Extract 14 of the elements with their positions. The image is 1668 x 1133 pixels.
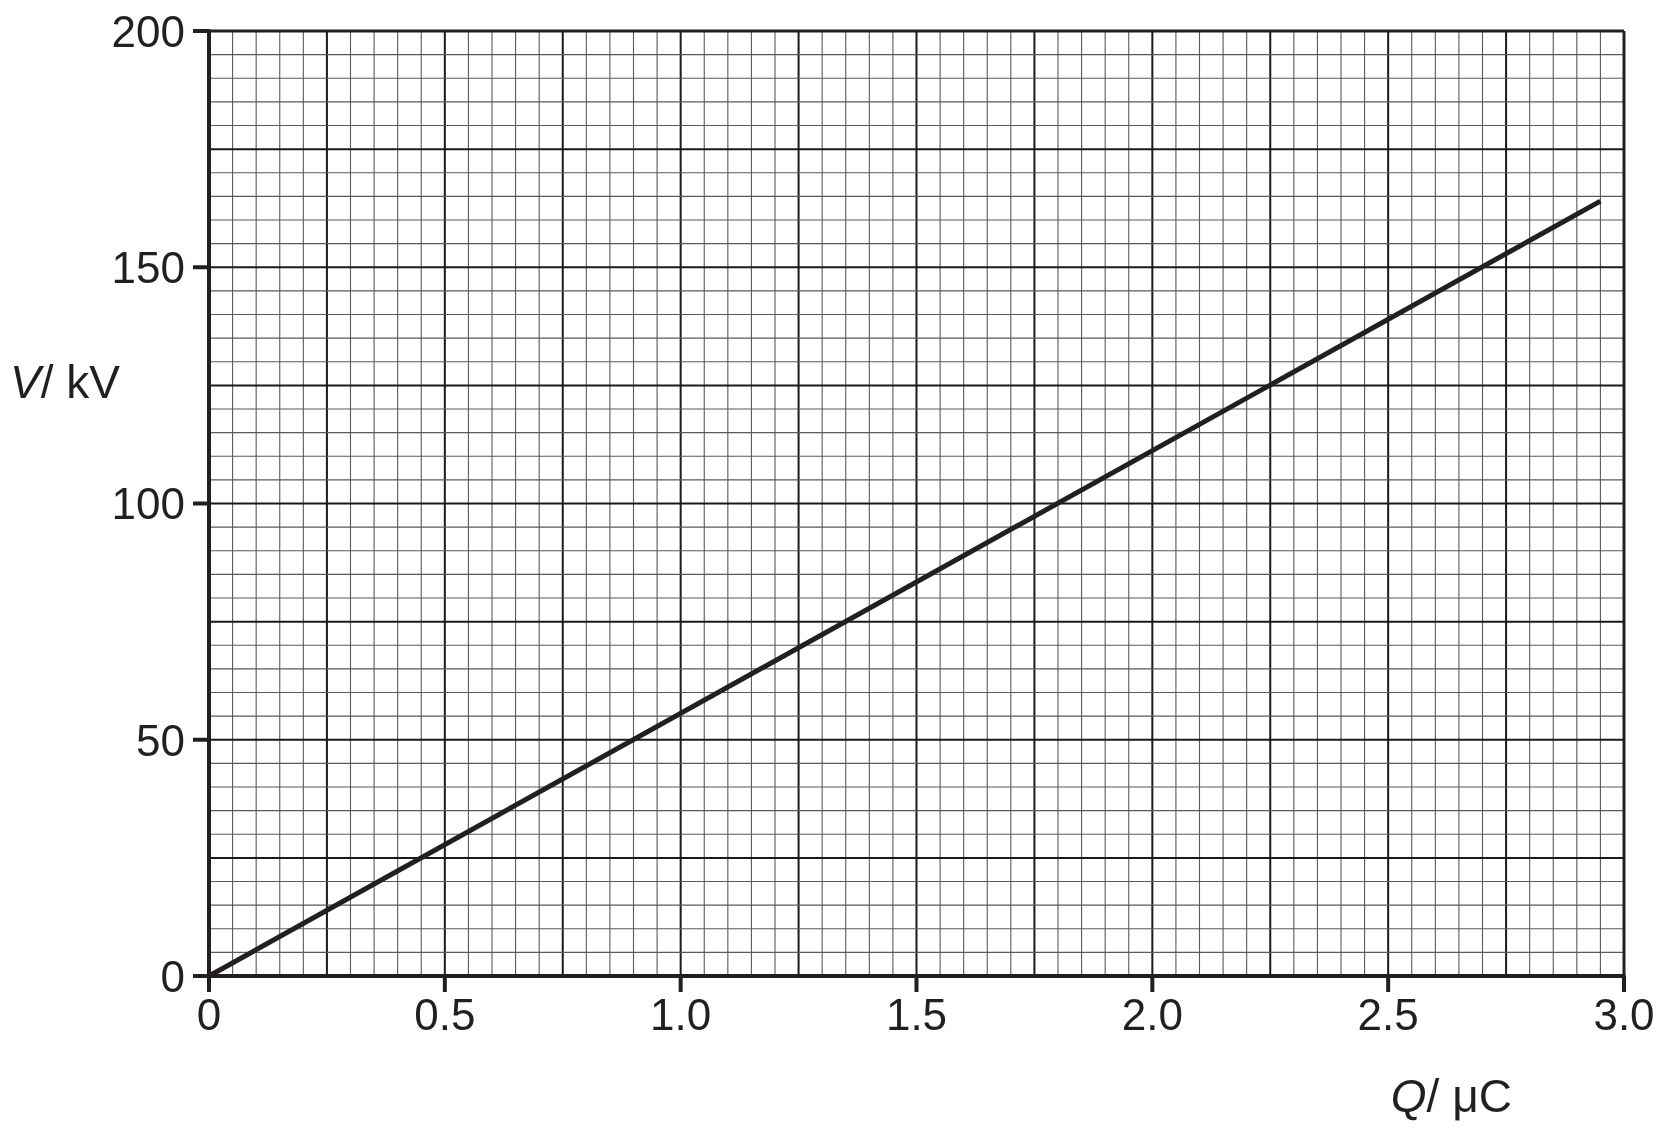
x-tick-label: 1.0 — [650, 990, 712, 1039]
x-tick-label: 2.5 — [1357, 990, 1419, 1039]
y-axis-title: V/ kV — [10, 355, 121, 408]
x-tick-label: 0 — [196, 990, 222, 1039]
y-tick-label: 0 — [160, 951, 185, 1001]
x-tick-label: 1.5 — [885, 990, 948, 1039]
y-tick-label: 150 — [111, 243, 185, 293]
x-tick-label: 2.0 — [1121, 990, 1183, 1039]
x-axis-title: Q/ μC — [1390, 1070, 1512, 1122]
y-tick-label: 50 — [136, 715, 185, 765]
y-tick-label: 200 — [111, 6, 185, 56]
x-tick-label: 3.0 — [1593, 990, 1655, 1039]
x-tick-label: 0.5 — [414, 990, 476, 1039]
y-tick-label: 100 — [111, 479, 185, 529]
